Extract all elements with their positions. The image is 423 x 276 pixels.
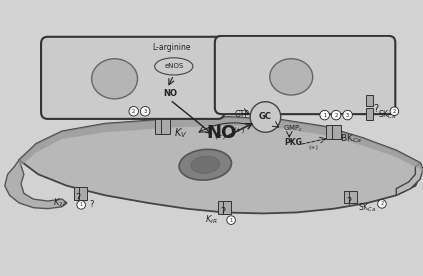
Circle shape	[129, 107, 138, 116]
Ellipse shape	[92, 59, 137, 99]
Text: 1: 1	[80, 202, 83, 207]
Circle shape	[250, 102, 281, 132]
Circle shape	[343, 110, 352, 120]
Text: 2: 2	[380, 201, 384, 206]
Bar	[223, 201, 231, 214]
Circle shape	[77, 201, 85, 209]
Text: SK$_{Ca}$: SK$_{Ca}$	[358, 201, 376, 214]
Text: GTP: GTP	[234, 110, 249, 119]
Bar	[366, 95, 374, 107]
Bar	[344, 191, 352, 203]
Bar	[161, 120, 170, 134]
Text: eNOS: eNOS	[164, 63, 184, 69]
Text: 1: 1	[323, 113, 326, 118]
Text: ?: ?	[346, 197, 351, 207]
Bar	[326, 125, 335, 139]
Text: K$_{IR}$: K$_{IR}$	[205, 214, 218, 226]
Text: 2: 2	[335, 113, 338, 118]
Polygon shape	[19, 117, 423, 213]
Text: ?: ?	[90, 200, 94, 209]
Bar	[79, 187, 87, 200]
Text: L-arginine: L-arginine	[153, 43, 191, 52]
Text: (+): (+)	[214, 133, 225, 139]
Text: 1: 1	[230, 217, 233, 223]
Ellipse shape	[191, 156, 220, 173]
Text: K$_{2P}$: K$_{2P}$	[52, 197, 67, 209]
Ellipse shape	[155, 58, 193, 75]
Polygon shape	[5, 160, 67, 209]
Text: 2: 2	[393, 109, 396, 114]
Bar	[332, 125, 341, 139]
Text: NO: NO	[163, 89, 177, 98]
Bar	[74, 187, 81, 200]
Text: K$_V$: K$_V$	[174, 126, 187, 140]
FancyBboxPatch shape	[215, 36, 396, 114]
Text: NO: NO	[206, 124, 236, 142]
Text: ?: ?	[374, 104, 379, 114]
Circle shape	[331, 110, 341, 120]
Circle shape	[140, 107, 150, 116]
Ellipse shape	[179, 149, 231, 180]
Polygon shape	[396, 163, 423, 195]
Text: 3: 3	[143, 109, 147, 114]
Circle shape	[320, 110, 330, 120]
Text: (+): (+)	[233, 126, 244, 133]
Circle shape	[227, 216, 235, 224]
Bar	[366, 108, 374, 120]
Text: 2: 2	[132, 109, 135, 114]
Bar	[349, 191, 357, 203]
FancyBboxPatch shape	[41, 37, 224, 119]
Bar	[218, 201, 225, 214]
Circle shape	[390, 107, 398, 116]
Text: GMP$_c$: GMP$_c$	[283, 123, 303, 134]
Text: SK$_{Ca}$: SK$_{Ca}$	[378, 109, 397, 121]
Circle shape	[378, 200, 386, 208]
Bar	[155, 120, 164, 134]
Text: ?: ?	[220, 208, 225, 217]
Text: ?: ?	[76, 193, 81, 203]
Text: (+): (+)	[308, 145, 318, 150]
Text: GC: GC	[259, 113, 272, 121]
Text: BK$_{Ca}$: BK$_{Ca}$	[340, 133, 362, 145]
Text: 3: 3	[346, 113, 349, 118]
Text: PKG: PKG	[285, 138, 302, 147]
Polygon shape	[19, 117, 423, 176]
Ellipse shape	[270, 59, 313, 95]
